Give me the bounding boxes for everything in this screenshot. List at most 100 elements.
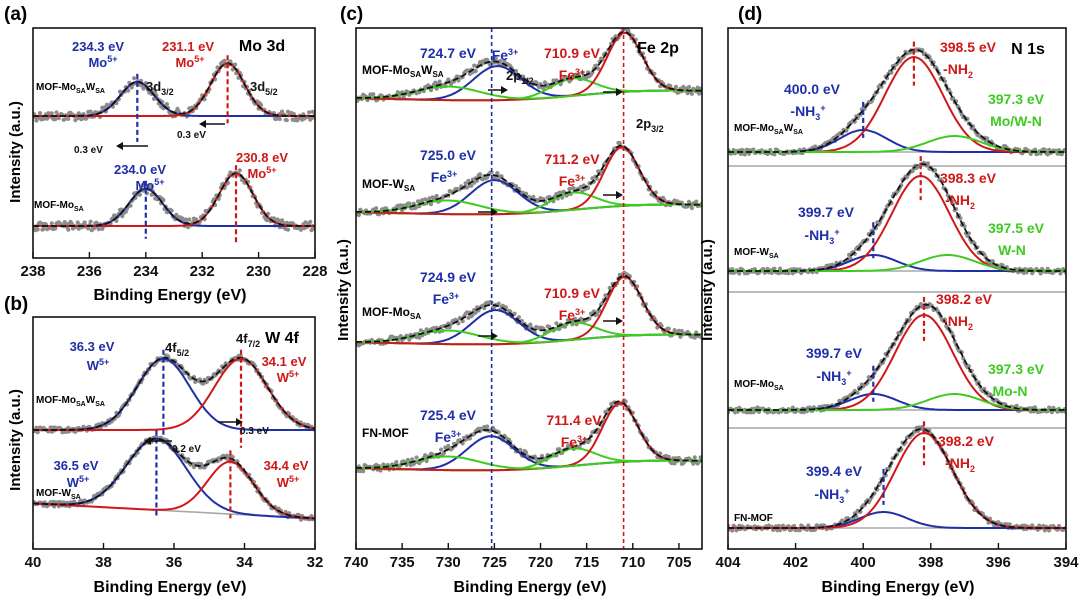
- panel-a-x-axis: 238 236 234 232 230 228: [20, 252, 328, 280]
- panel-c-data-point: [407, 337, 412, 342]
- panel-a-data-point: [308, 219, 313, 224]
- panel-d-data-point: [961, 356, 966, 361]
- panel-a-data-point: [39, 221, 44, 226]
- panel-c-data-point: [554, 321, 559, 326]
- panel-d-s3-nh3-label: -NH3+: [816, 368, 851, 387]
- panel-c-2p12-label: 2p1/2: [506, 68, 534, 86]
- panel-d-ylabel: Intensity (a.u.): [699, 239, 716, 341]
- panel-b-xlabel: Binding Energy (eV): [94, 579, 247, 596]
- panel-c-sample-1-label: MOF-MoSAWSA: [362, 63, 444, 79]
- panel-d-x-tick-label: 400: [851, 554, 876, 571]
- panel-c-data-point: [672, 461, 677, 466]
- panel-c-data-point: [439, 447, 444, 452]
- panel-a-sample-2-label: MOF-MoSA: [34, 200, 84, 213]
- panel-c-data-point: [513, 184, 519, 189]
- panel-a-data-point: [132, 76, 137, 81]
- panel-c-x-tick-label: 715: [574, 554, 599, 571]
- panel-c-x-tick-label: 705: [666, 554, 691, 571]
- panel-b-data-point: [186, 457, 191, 462]
- panel-c-s4-2p12-ion: Fe3+: [435, 429, 462, 445]
- panel-c-data-point: [456, 321, 461, 326]
- panel-c-x-tick-label: 735: [390, 554, 415, 571]
- panel-d-data-point: [1047, 528, 1052, 533]
- panel-d-x-tick-label: 396: [986, 554, 1011, 571]
- panel-d-sample-4-fit-envelope: [728, 428, 1066, 529]
- panel-c-tag: (c): [340, 4, 363, 25]
- panel-c-s2-2p32-ion: Fe3+: [559, 173, 586, 189]
- panel-a-data-point: [284, 118, 289, 123]
- panel-a-data-point: [56, 116, 61, 121]
- panel-c-s1-2p32-energy: 710.9 eV: [544, 45, 601, 61]
- panel-d-data-point: [740, 147, 745, 152]
- panel-c-data-point: [407, 201, 412, 206]
- panel-c-plot: [356, 28, 702, 549]
- panel-a-data-point: [307, 110, 312, 115]
- panel-a-data-point: [94, 220, 99, 225]
- panel-c-data-point: [686, 84, 692, 90]
- panel-d-s1-nh2-label: -NH2: [943, 61, 973, 80]
- panel-a-frame: [32, 27, 316, 259]
- panel-b-data-point: [204, 379, 209, 384]
- panel-c-s4-2p32-ion: Fe3+: [561, 434, 588, 450]
- panel-d-data-point: [797, 528, 802, 533]
- panel-c-s3-2p32-ion: Fe3+: [559, 307, 586, 323]
- panel-d-s3-mn-energy: 397.3 eV: [988, 361, 1045, 377]
- panel-a-data-point: [49, 221, 54, 226]
- panel-a-arrow-left-head: [116, 142, 123, 150]
- panel-b-top-red-energy: 34.1 eV: [262, 354, 307, 369]
- panel-c-x-tick-label: 720: [528, 554, 553, 571]
- panel-c-data-point: [518, 447, 523, 452]
- panel-d-data-point: [751, 147, 756, 152]
- panel-d-data-point: [778, 266, 783, 271]
- panel-a-data-point: [53, 226, 58, 231]
- panel-a-sample-2-fit-envelope: [33, 172, 315, 227]
- panel-c-data-point: [398, 334, 403, 339]
- panel-d-data-point: [780, 523, 786, 528]
- panel-a-data-point: [37, 111, 43, 116]
- panel-a-x-tick-label: 238: [20, 263, 45, 280]
- panel-b-4f72-label: 4f7/2: [236, 331, 260, 349]
- panel-a-data-point: [128, 203, 133, 208]
- panel-c-data-point: [434, 193, 439, 199]
- panel-a-data-point: [54, 110, 59, 115]
- panel-c-data-point: [496, 430, 501, 435]
- panel-b-plot: [33, 349, 315, 522]
- panel-d-s2-nh2-label: -NH2: [945, 192, 975, 211]
- panel-a-bot-blue-energy: 234.0 eV: [114, 162, 166, 177]
- panel-d-data-point: [1038, 271, 1043, 276]
- panel-d-data-point: [1042, 147, 1047, 152]
- panel-c-data-point: [521, 74, 526, 79]
- panel-a-data-point: [161, 198, 166, 203]
- panel-a-arrow-right-head: [199, 120, 206, 128]
- panel-d-x-tick-label: 404: [715, 554, 741, 571]
- panel-c-data-point: [423, 453, 428, 458]
- panel-a-data-point: [277, 116, 282, 122]
- panel-d-xlabel: Binding Energy (eV): [822, 579, 975, 596]
- panel-c-s4-2p12-energy: 725.4 eV: [420, 407, 477, 423]
- panel-c-data-point: [495, 171, 500, 176]
- panel-d-data-point: [1007, 522, 1012, 527]
- panel-d-s4-nh3-energy: 399.4 eV: [806, 463, 863, 479]
- panel-d-s4-nh2-energy: 398.2 eV: [938, 433, 995, 449]
- panel-a-xlabel: Binding Energy (eV): [94, 287, 247, 304]
- panel-b-bot-red-ion: W5+: [277, 474, 300, 490]
- panel-b-x-tick-label: 36: [166, 554, 183, 571]
- panel-c-data-point: [489, 170, 494, 175]
- panel-a-x-tick-label: 232: [190, 263, 215, 280]
- panel-a-data-point: [169, 208, 174, 213]
- panel-c-shift-arrow-head: [491, 332, 498, 340]
- panel-a-data-point: [66, 227, 71, 232]
- panel-c-data-point: [691, 461, 696, 466]
- panel-c-data-point: [414, 455, 419, 460]
- panel-a-top-blue-ion: Mo5+: [88, 54, 117, 70]
- panel-c-s1-2p32-ion: Fe3+: [559, 67, 586, 83]
- panel-a-top-red-ion: Mo5+: [175, 54, 204, 70]
- panel-a-tag: (a): [4, 4, 27, 25]
- panel-c-data-point: [678, 334, 683, 339]
- panel-c-data-point: [666, 454, 671, 459]
- panel-a-data-point: [280, 109, 285, 114]
- panel-d-data-point: [1032, 405, 1038, 410]
- panel-c-data-point: [356, 212, 361, 218]
- panel-c-data-point: [415, 199, 421, 204]
- panel-c-data-point: [512, 311, 517, 316]
